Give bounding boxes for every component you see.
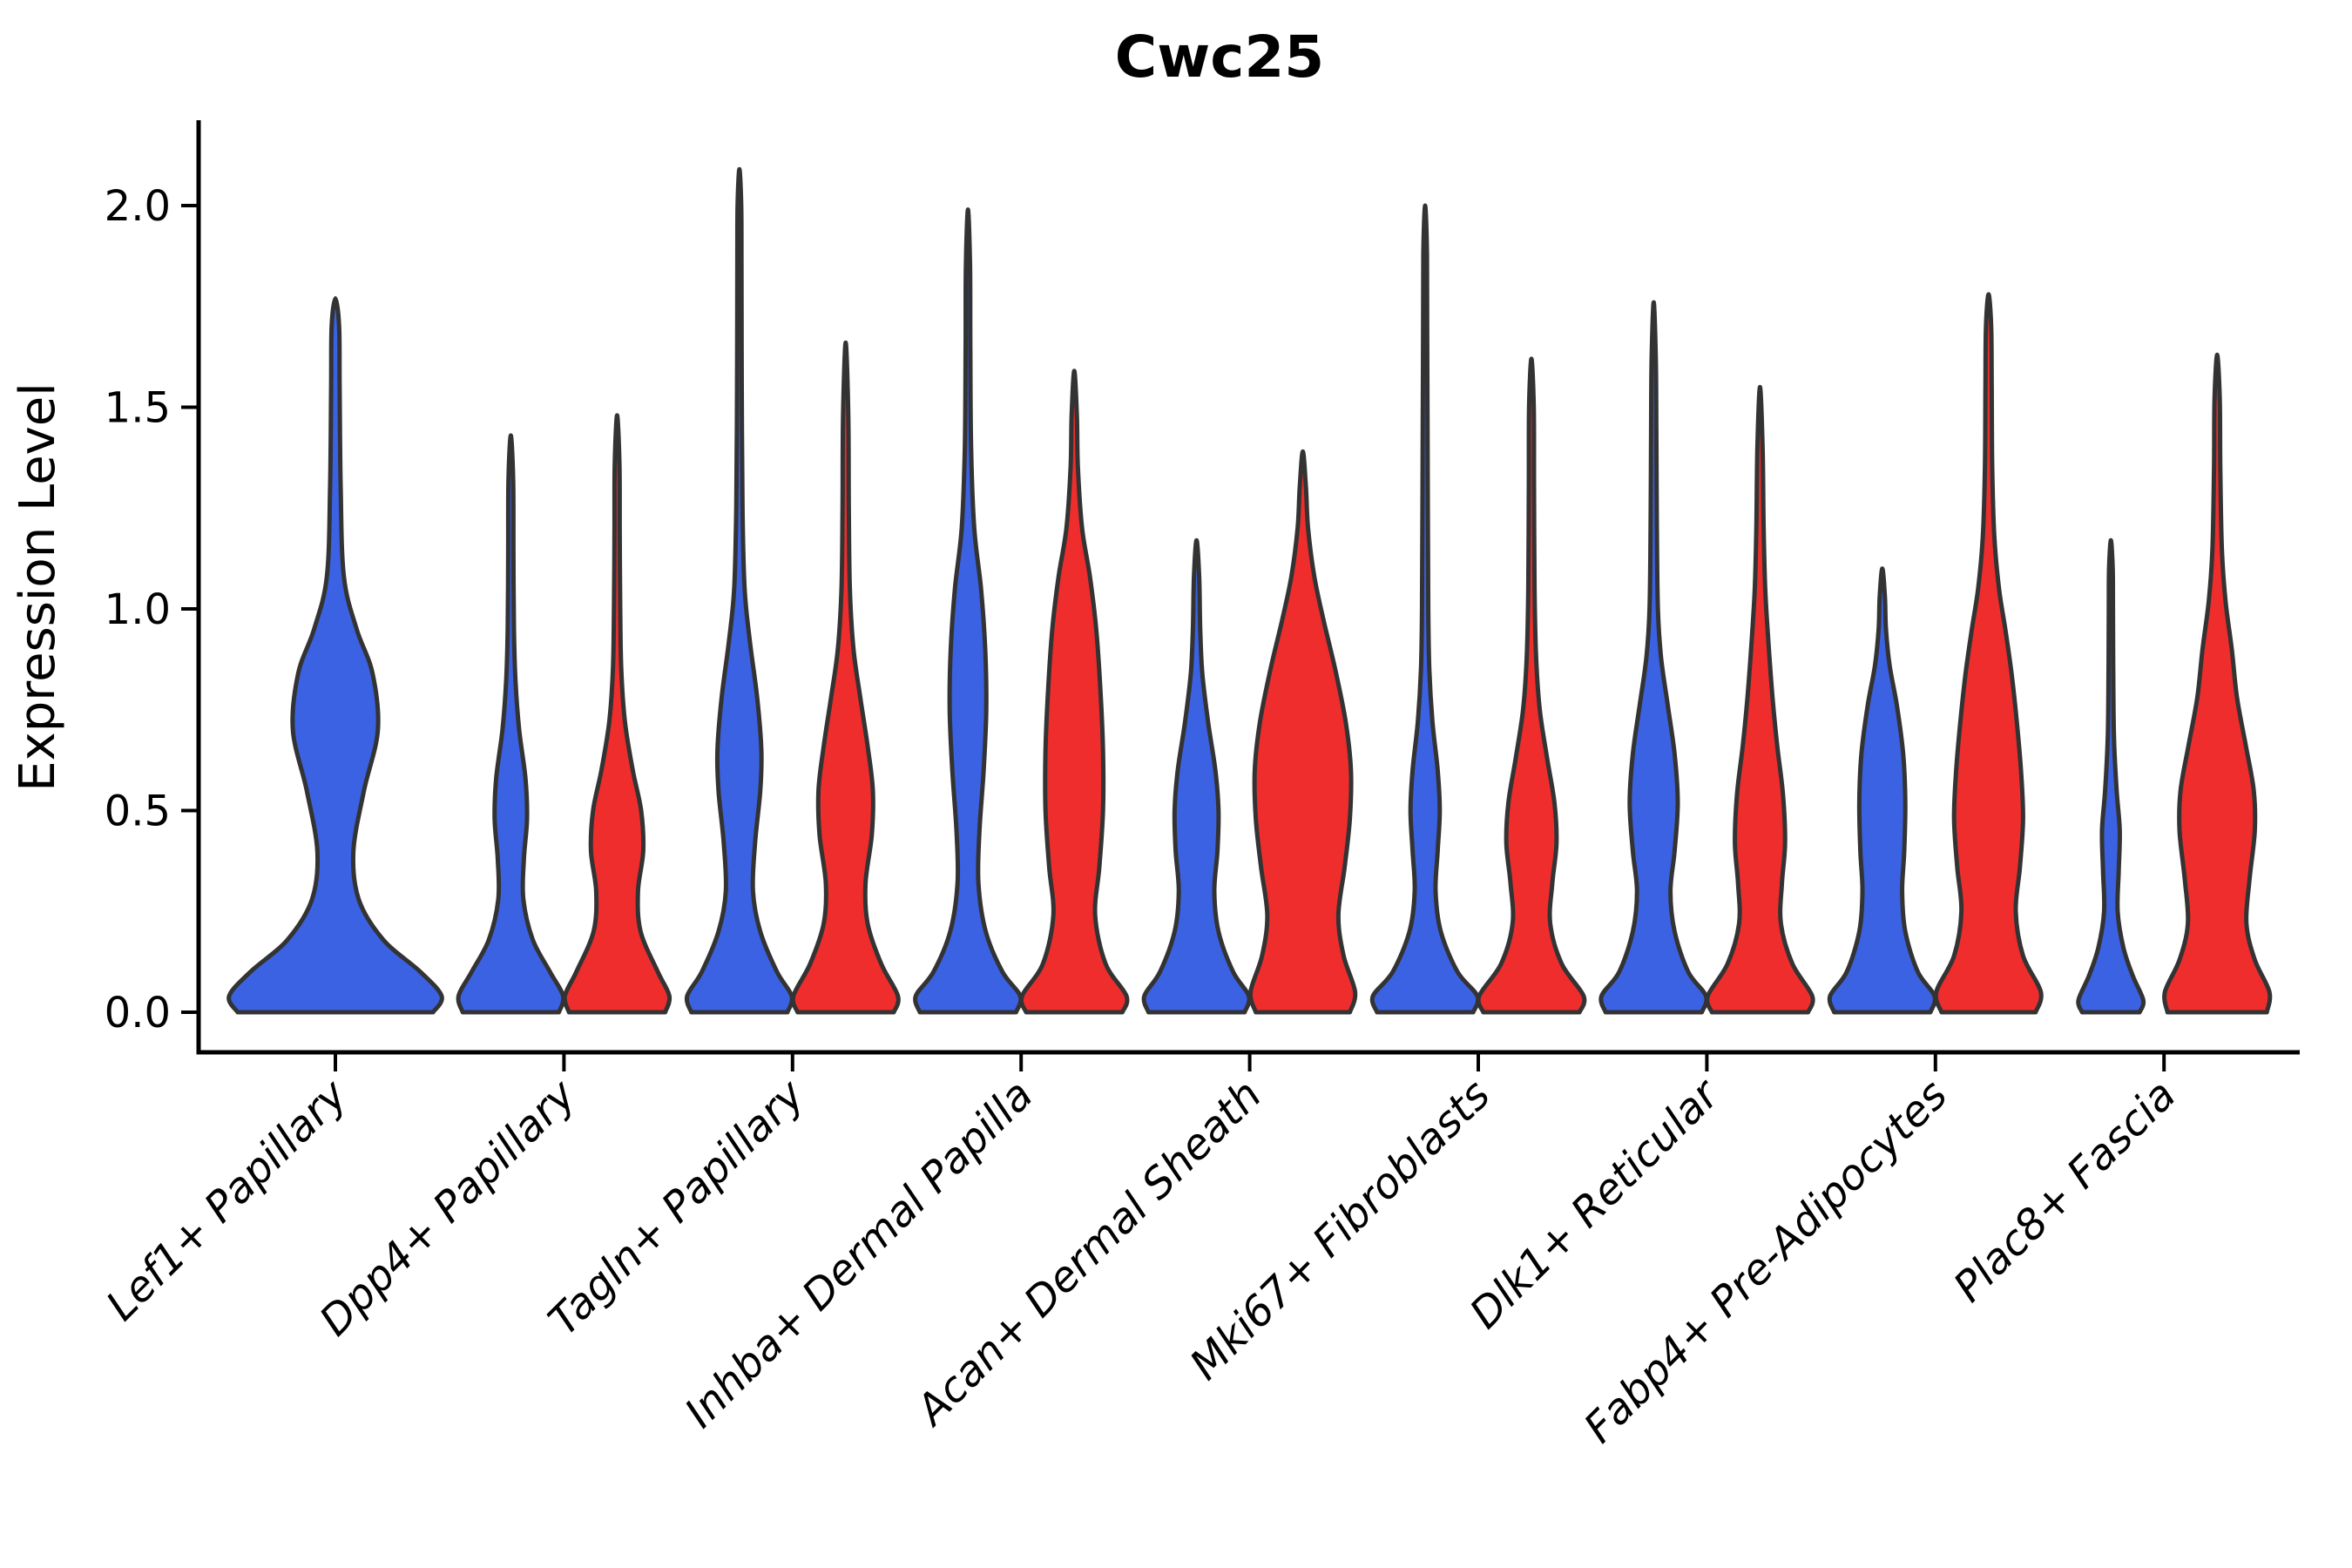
violin-red-6 xyxy=(1476,356,1587,1015)
x-tick-label: Dpp4+ Papillary xyxy=(310,1070,585,1345)
violin-red-5 xyxy=(1247,449,1358,1015)
x-tick-label: Lef1+ Papillary xyxy=(97,1070,357,1330)
violin-red-7 xyxy=(1705,384,1815,1015)
violin-blue-3 xyxy=(684,166,794,1015)
y-tick-label: 1.5 xyxy=(105,384,171,433)
violin-red-8 xyxy=(1933,292,2044,1015)
x-tick-label: Tagln+ Papillary xyxy=(539,1070,814,1345)
violin-blue-7 xyxy=(1598,300,1709,1015)
y-tick-label: 1.0 xyxy=(105,585,171,634)
violin-blue-8 xyxy=(1827,566,1937,1015)
y-tick-label: 0.0 xyxy=(105,989,171,1037)
violin-red-9 xyxy=(2162,352,2273,1015)
violin-blue-4 xyxy=(913,207,1024,1015)
y-tick-label: 0.5 xyxy=(105,787,171,836)
x-tick-label: Plac8+ Fascia xyxy=(1944,1071,2186,1312)
violin-blue-5 xyxy=(1141,537,1252,1015)
violin-blue-2 xyxy=(456,433,566,1015)
x-tick-label: Fabp4+ Pre-Adipocytes xyxy=(1575,1071,1957,1453)
chart-title: Cwc25 xyxy=(1115,24,1324,91)
x-tick-label: Dlk1+ Reticular xyxy=(1461,1069,1731,1339)
violin-blue-9 xyxy=(2076,537,2146,1015)
violin-red-3 xyxy=(790,340,901,1015)
y-tick-label: 2.0 xyxy=(105,182,171,231)
axes-layer xyxy=(181,120,2300,1071)
y-axis-label: Expression Level xyxy=(10,382,66,792)
violin-blue-1 xyxy=(226,296,444,1015)
violin-red-4 xyxy=(1018,368,1130,1015)
violin-blue-6 xyxy=(1369,203,1481,1015)
violins-layer xyxy=(226,166,2273,1015)
violin-red-2 xyxy=(562,413,672,1015)
